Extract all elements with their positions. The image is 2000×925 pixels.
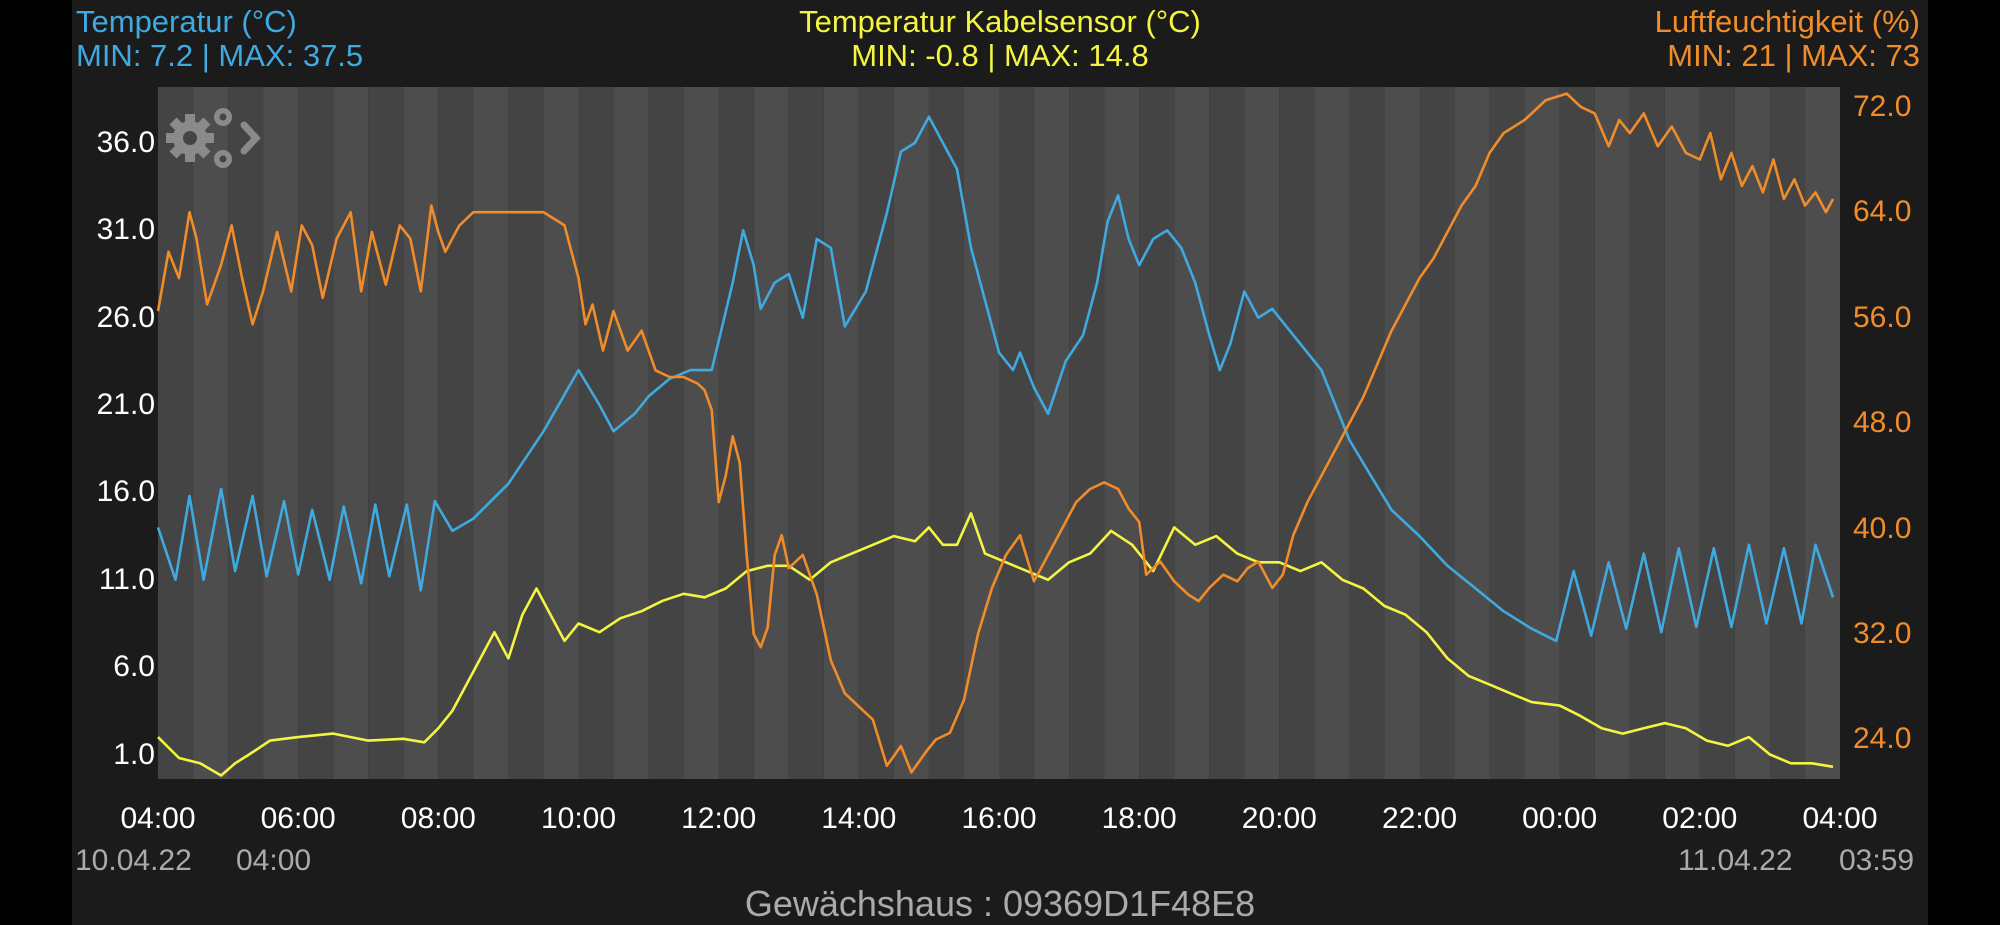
- background-band: [193, 87, 229, 779]
- cable-temperature-minmax: MIN: -0.8 | MAX: 14.8: [851, 38, 1149, 73]
- x-tick-label: 04:00: [120, 802, 196, 835]
- background-bands: [158, 87, 1840, 779]
- background-band: [263, 87, 299, 779]
- background-band: [1594, 87, 1630, 779]
- background-band: [1034, 87, 1070, 779]
- background-band: [578, 87, 614, 779]
- background-band: [1559, 87, 1595, 779]
- background-band: [368, 87, 404, 779]
- device-label: Gewächshaus : 09369D1F48E8: [744, 883, 1256, 924]
- background-band: [508, 87, 544, 779]
- background-band: [1664, 87, 1700, 779]
- background-band: [298, 87, 334, 779]
- y-right-tick-label: 56.0: [1853, 300, 1912, 334]
- x-tick-label: 18:00: [1101, 802, 1177, 835]
- temperature-title: Temperatur (°C): [76, 4, 297, 39]
- start-date: 10.04.22: [75, 844, 192, 877]
- humidity-minmax: MIN: 21 | MAX: 73: [1667, 38, 1920, 73]
- background-band: [928, 87, 964, 779]
- humidity-legend: Luftfeuchtigkeit (%) MIN: 21 | MAX: 73: [1655, 5, 1920, 73]
- background-band: [858, 87, 894, 779]
- y-right-tick-label: 32.0: [1853, 617, 1912, 650]
- y-left-tick-label: 1.0: [113, 737, 155, 771]
- series-lines: [156, 92, 1835, 777]
- background-band: [1384, 87, 1420, 779]
- background-band: [1139, 87, 1175, 779]
- x-tick-label: 14:00: [821, 802, 897, 835]
- background-band: [1524, 87, 1560, 779]
- humidity-title: Luftfeuchtigkeit (%): [1654, 4, 1920, 39]
- background-band: [1629, 87, 1665, 779]
- background-band: [1804, 87, 1840, 779]
- background-band: [438, 87, 474, 779]
- background-band: [1244, 87, 1280, 779]
- background-band: [788, 87, 824, 779]
- humidity-line: [156, 92, 1835, 774]
- x-tick-label: 12:00: [681, 802, 757, 835]
- x-tick-label: 20:00: [1241, 802, 1317, 835]
- background-band: [893, 87, 929, 779]
- background-band: [648, 87, 684, 779]
- x-tick-label: 02:00: [1662, 802, 1738, 835]
- cable-temperature-title: Temperatur Kabelsensor (°C): [799, 4, 1201, 39]
- y-right-tick-label: 64.0: [1853, 195, 1912, 229]
- background-band: [158, 87, 194, 779]
- background-band: [1104, 87, 1140, 779]
- x-tick-label: 06:00: [260, 802, 336, 835]
- background-band: [1069, 87, 1105, 779]
- y-left-tick-label: 26.0: [96, 300, 155, 334]
- background-band: [1489, 87, 1525, 779]
- y-left-tick-label: 16.0: [96, 475, 155, 509]
- background-band: [1454, 87, 1490, 779]
- y-right-tick-label: 40.0: [1853, 511, 1912, 545]
- background-band: [473, 87, 509, 779]
- background-band: [963, 87, 999, 779]
- y-left-tick-label: 31.0: [96, 213, 155, 247]
- background-band: [1734, 87, 1770, 779]
- background-band: [823, 87, 859, 779]
- settings-control[interactable]: [166, 103, 266, 178]
- background-band: [543, 87, 579, 779]
- background-band: [718, 87, 754, 779]
- background-band: [1174, 87, 1210, 779]
- x-tick-label: 10:00: [540, 802, 617, 835]
- x-tick-label: 22:00: [1381, 802, 1458, 835]
- chevron-right-icon: [240, 121, 261, 155]
- y-left-tick-label: 11.0: [98, 562, 155, 596]
- background-band: [1209, 87, 1245, 779]
- x-tick-label: 00:00: [1522, 802, 1598, 835]
- background-band: [403, 87, 439, 779]
- y-left-tick-label: 36.0: [96, 125, 155, 159]
- y-right-tick-label: 48.0: [1853, 406, 1912, 440]
- background-band: [333, 87, 369, 779]
- background-band: [1769, 87, 1805, 779]
- y-right-tick-label: 24.0: [1853, 722, 1912, 756]
- background-band: [1699, 87, 1735, 779]
- gear-icon: [166, 108, 232, 168]
- background-band: [1279, 87, 1315, 779]
- y-right-tick-label: 72.0: [1853, 89, 1912, 123]
- temperature-line: [156, 115, 1835, 643]
- y-left-tick-label: 6.0: [113, 650, 155, 684]
- x-tick-label: 04:00: [1802, 802, 1878, 835]
- y-left-tick-label: 21.0: [96, 388, 155, 422]
- cable-temperature-line: [157, 512, 1834, 777]
- background-band: [1349, 87, 1385, 779]
- temperature-minmax: MIN: 7.2 | MAX: 37.5: [76, 38, 364, 73]
- start-time: 04:00: [236, 844, 312, 877]
- background-band: [753, 87, 789, 779]
- background-band: [228, 87, 264, 779]
- temperature-legend: Temperatur (°C) MIN: 7.2 | MAX: 37.5: [76, 5, 363, 73]
- end-date: 11.04.22: [1678, 844, 1793, 877]
- background-band: [999, 87, 1035, 779]
- background-band: [613, 87, 649, 779]
- background-band: [1419, 87, 1455, 779]
- cable-temperature-legend: Temperatur Kabelsensor (°C) MIN: -0.8 | …: [799, 5, 1201, 73]
- end-time: 03:59: [1839, 844, 1915, 877]
- x-tick-label: 16:00: [961, 802, 1037, 835]
- x-tick-label: 08:00: [400, 802, 476, 835]
